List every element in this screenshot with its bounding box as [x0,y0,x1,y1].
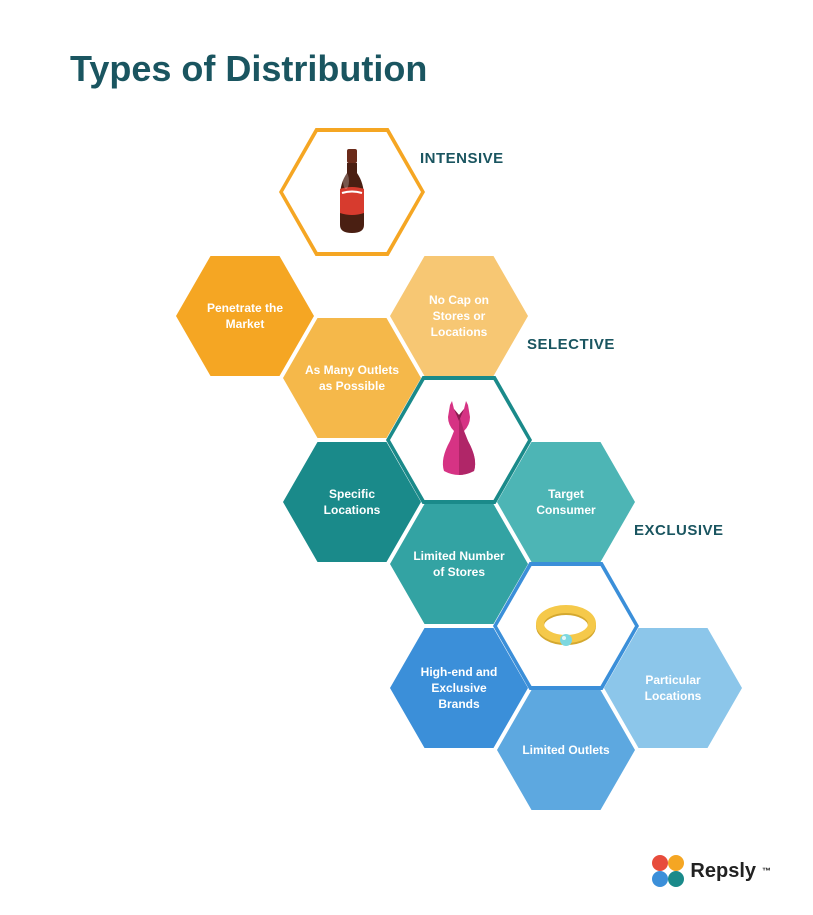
dress-icon [430,401,488,479]
hex-intensive-0: Penetrate the Market [176,256,314,376]
repsly-logo: Repsly™ [652,855,771,887]
cola-bottle-icon [332,147,372,237]
repsly-logo-text: Repsly [690,860,756,883]
hex-intensive-1: No Cap on Stores or Locations [390,256,528,376]
section-label-exclusive: EXCLUSIVE [634,522,724,539]
section-label-intensive: INTENSIVE [420,150,504,167]
repsly-logo-mark [652,855,684,887]
ring-icon [535,602,597,650]
page-title: Types of Distribution [70,48,427,90]
hex-exclusive-2: Limited Outlets [497,690,635,810]
section-label-selective: SELECTIVE [527,336,615,353]
